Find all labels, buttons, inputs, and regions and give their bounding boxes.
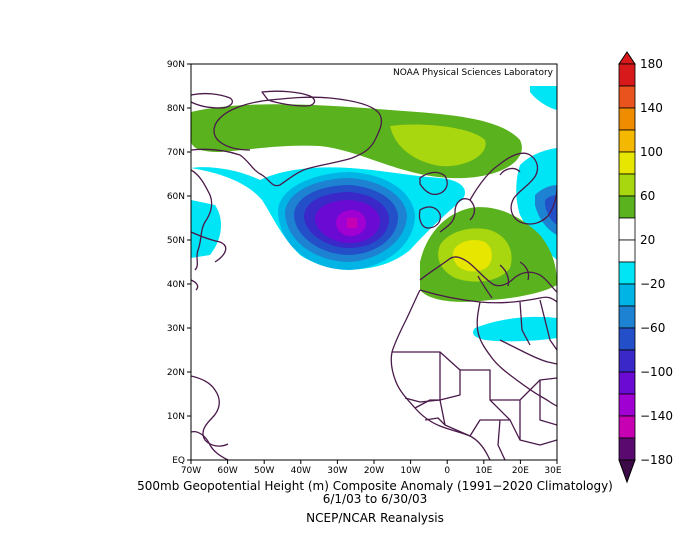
lon-tick-label: 30E [544,466,561,476]
anomaly-contour-labrador [191,200,222,258]
colorbar-segment [618,85,636,109]
credit-label: NOAA Physical Sciences Laboratory [393,68,554,78]
lat-tick-label: 60N [167,192,185,202]
lon-tick-label: 50W [254,466,274,476]
colorbar-label: 20 [640,233,655,247]
colorbar: 180 140 100 60 20 −20 −60 −100 −140 −180 [618,51,673,484]
colorbar-segment [618,173,636,197]
colorbar-segment [618,151,636,175]
colorbar-segment [618,283,636,307]
colorbar-segment [618,63,636,87]
colorbar-label: 100 [640,145,663,159]
colorbar-segment [618,239,636,263]
coastlines [191,90,557,460]
figure-caption-title: 500mb Geopotential Height (m) Composite … [137,479,613,493]
anomaly-contour-arctic-cyan [530,86,557,110]
anomaly-contour-atlantic-low-core [347,218,357,228]
lat-tick-label: 50N [167,236,185,246]
colorbar-label: −140 [640,409,673,423]
lon-tick-label: 10E [475,466,492,476]
colorbar-segment [618,349,636,373]
anomaly-contour-arctic-core [390,124,486,167]
colorbar-segment [618,437,636,461]
lon-tick-label: 40W [291,466,311,476]
colorbar-label: −100 [640,365,673,379]
lon-tick-label: 30W [327,466,347,476]
lat-tick-label: 90N [167,60,185,70]
lat-tick-label: 80N [167,104,185,114]
colorbar-segment [618,305,636,329]
colorbar-label: −60 [640,321,665,335]
colorbar-segment [618,393,636,417]
figure-caption-dates: 6/1/03 to 6/30/03 [322,492,428,506]
lon-tick-label: 10W [400,466,420,476]
lat-tick-label: 10N [167,412,185,422]
lat-tick-label: 20N [167,368,185,378]
colorbar-segment [618,327,636,351]
lat-axis: 90N 80N 70N 60N 50N 40N 30N 20N 10N EQ [167,60,191,466]
colorbar-label: 60 [640,189,655,203]
lon-axis: 70W 60W 50W 40W 30W 20W 10W 0 10E 20E 30… [181,460,562,476]
colorbar-segment [618,129,636,153]
lon-tick-label: 0 [444,466,450,476]
colorbar-segment [618,371,636,395]
colorbar-segment [618,195,636,219]
colorbar-label: 140 [640,101,663,115]
lon-tick-label: 20W [364,466,384,476]
lat-tick-label: EQ [172,456,185,466]
colorbar-bottom-arrow [618,459,636,484]
map-plot-area [191,64,557,460]
colorbar-segment [618,415,636,439]
lat-tick-label: 30N [167,324,185,334]
colorbar-label: 180 [640,57,663,71]
figure-caption-source: NCEP/NCAR Reanalysis [306,511,444,525]
lon-tick-label: 70W [181,466,201,476]
colorbar-top-arrow [618,51,636,65]
anomaly-contour-europe-peak [452,240,492,272]
colorbar-segment [618,107,636,131]
colorbar-label: −20 [640,277,665,291]
colorbar-segment [618,261,636,285]
lon-tick-label: 20E [512,466,529,476]
colorbar-label: −180 [640,453,673,467]
colorbar-segment [618,217,636,241]
lon-tick-label: 60W [217,466,237,476]
lat-tick-label: 40N [167,280,185,290]
lat-tick-label: 70N [167,148,185,158]
anomaly-contour-subtropical [473,316,557,342]
